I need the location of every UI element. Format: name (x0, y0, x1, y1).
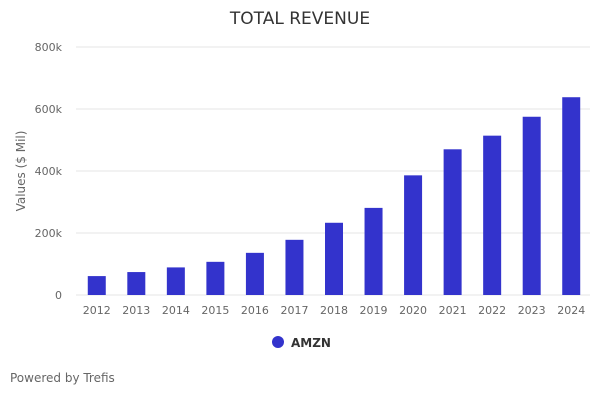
bar-2013[interactable] (127, 272, 146, 295)
y-tick-label: 0 (55, 289, 62, 302)
x-tick-label: 2018 (320, 304, 348, 317)
x-tick-label: 2012 (83, 304, 111, 317)
y-tick-label: 600k (35, 103, 63, 116)
bar-2021[interactable] (443, 149, 462, 295)
x-axis-ticks: 2012 2013 2014 2015 2016 2017 2018 2019 2020 2021… (83, 304, 585, 317)
y-axis-title: Values ($ Mil) (14, 131, 28, 212)
credit-text: Powered by Trefis (10, 371, 115, 385)
bar-2014[interactable] (166, 267, 185, 295)
legend-marker-amzn (272, 336, 284, 348)
x-tick-label: 2016 (241, 304, 269, 317)
legend-label-amzn: AMZN (291, 336, 331, 350)
x-tick-label: 2024 (557, 304, 585, 317)
bar-2019[interactable] (364, 207, 383, 295)
y-tick-label: 200k (35, 227, 63, 240)
x-tick-label: 2023 (518, 304, 546, 317)
x-tick-label: 2019 (360, 304, 388, 317)
bar-2023[interactable] (522, 116, 541, 295)
y-tick-label: 400k (35, 165, 63, 178)
x-tick-label: 2022 (478, 304, 506, 317)
bars (87, 97, 581, 295)
bar-2018[interactable] (325, 222, 343, 295)
bar-2022[interactable] (483, 135, 502, 295)
bar-2016[interactable] (245, 252, 264, 295)
x-tick-label: 2013 (122, 304, 150, 317)
grid (76, 46, 590, 296)
y-axis-ticks: 0 200k 400k 600k 800k (35, 41, 63, 302)
x-tick-label: 2021 (439, 304, 467, 317)
x-tick-label: 2017 (280, 304, 308, 317)
legend[interactable]: AMZN (272, 336, 331, 350)
bar-2024[interactable] (562, 97, 581, 295)
bar-2020[interactable] (404, 175, 423, 295)
bar-2017[interactable] (285, 239, 304, 295)
bar-2015[interactable] (206, 261, 225, 295)
x-tick-label: 2014 (162, 304, 190, 317)
bar-2012[interactable] (87, 276, 106, 295)
x-tick-label: 2020 (399, 304, 427, 317)
chart-title: TOTAL REVENUE (229, 9, 370, 29)
y-tick-label: 800k (35, 41, 63, 54)
x-tick-label: 2015 (201, 304, 229, 317)
